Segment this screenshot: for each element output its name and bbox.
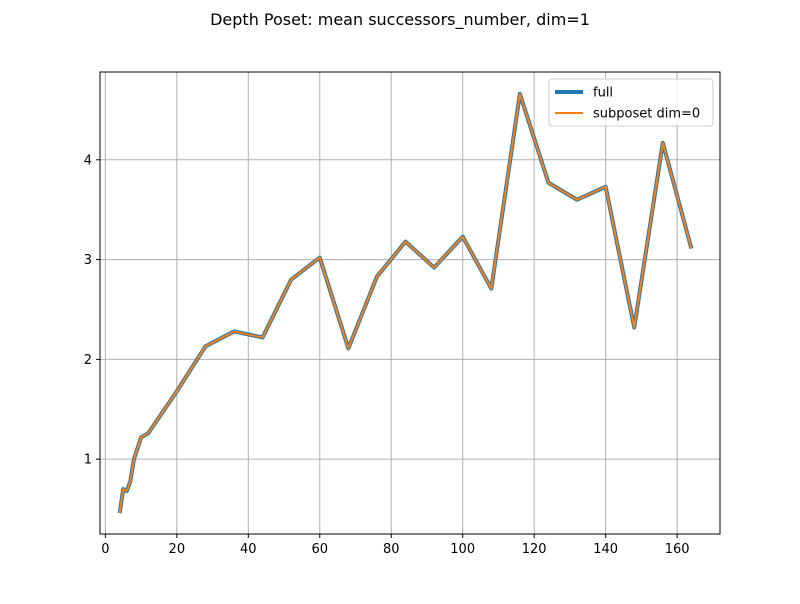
plot-area bbox=[100, 72, 720, 534]
grid-lines bbox=[100, 72, 720, 534]
series-lines bbox=[117, 91, 694, 514]
plot-frame bbox=[99, 71, 721, 535]
x-tick-label: 0 bbox=[101, 542, 109, 557]
x-tick-label: 20 bbox=[169, 542, 186, 557]
y-tick-label: 3 bbox=[84, 253, 92, 268]
x-tick-label: 120 bbox=[522, 542, 547, 557]
axis-ticks: 0 20 40 60 80 100 120 140 160 1 2 3 4 bbox=[84, 153, 690, 557]
x-tick-label: 140 bbox=[593, 542, 618, 557]
chart-title: Depth Poset: mean successors_number, dim… bbox=[210, 10, 590, 30]
y-tick-label: 1 bbox=[84, 453, 92, 468]
y-tick-label: 4 bbox=[84, 153, 92, 168]
legend-label: full bbox=[593, 86, 613, 101]
y-tick-label: 2 bbox=[84, 353, 92, 368]
series-line-subposet-dim-0 bbox=[118, 92, 693, 514]
legend: full subposet dim=0 bbox=[548, 78, 714, 127]
legend-label: subposet dim=0 bbox=[593, 107, 700, 122]
x-tick-label: 40 bbox=[240, 542, 257, 557]
x-tick-label: 60 bbox=[311, 542, 328, 557]
x-tick-label: 160 bbox=[665, 542, 690, 557]
x-tick-label: 100 bbox=[450, 542, 475, 557]
legend-box bbox=[548, 78, 714, 127]
x-tick-label: 80 bbox=[383, 542, 400, 557]
